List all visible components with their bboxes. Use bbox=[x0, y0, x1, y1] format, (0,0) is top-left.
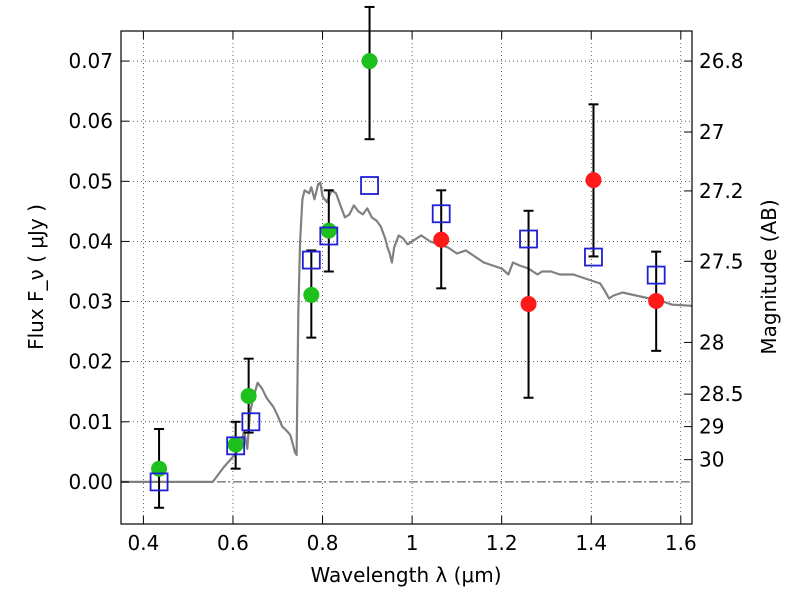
y-tick-label: 0.05 bbox=[68, 169, 113, 193]
green-data-point bbox=[227, 436, 244, 453]
plot-frame bbox=[120, 30, 693, 525]
blue-model-square bbox=[431, 204, 451, 224]
x-tick-label: 1.2 bbox=[486, 531, 518, 555]
blue-model-square bbox=[301, 250, 321, 270]
right-tick-label: 28.5 bbox=[699, 382, 744, 406]
tick-group: 0.4 0.6 0.8 1 1.2 1.4 1.6 0.00 0.01 0.02 0.03 0.04 0… bbox=[68, 31, 744, 555]
y-tick-label: 0.00 bbox=[68, 470, 113, 494]
y-tick-label: 0.01 bbox=[68, 410, 113, 434]
red-data-point bbox=[648, 292, 665, 309]
y-tick-label: 0.04 bbox=[68, 229, 113, 253]
x-tick-label: 0.8 bbox=[307, 531, 339, 555]
right-tick-label: 29 bbox=[699, 415, 724, 439]
model-spectrum-group bbox=[121, 181, 693, 483]
blue-model-square bbox=[360, 176, 379, 195]
x-tick-label: 0.4 bbox=[127, 531, 159, 555]
red-data-point bbox=[433, 231, 450, 248]
red-data-point bbox=[520, 295, 537, 312]
right-tick-label: 27.5 bbox=[699, 249, 744, 273]
green-data-point bbox=[303, 286, 320, 303]
blue-model-square bbox=[519, 229, 538, 249]
x-tick-label: 1.6 bbox=[665, 531, 697, 555]
x-tick-label: 0.6 bbox=[217, 531, 249, 555]
y-tick-label: 0.07 bbox=[68, 49, 113, 73]
right-tick-label: 27.2 bbox=[699, 179, 744, 203]
right-tick-label: 27 bbox=[699, 120, 724, 144]
right-tick-label: 28 bbox=[699, 330, 724, 354]
green-data-point bbox=[320, 222, 337, 239]
green-data-point bbox=[240, 387, 257, 404]
plot-background bbox=[121, 31, 692, 524]
x-tick-label: 1.4 bbox=[575, 531, 607, 555]
right-tick-label: 26.8 bbox=[699, 49, 744, 73]
red-data-point bbox=[585, 172, 602, 189]
blue-model-square bbox=[241, 412, 261, 432]
blue-model-square bbox=[319, 226, 339, 246]
y-tick-label: 0.03 bbox=[68, 290, 113, 314]
blue-model-square bbox=[584, 247, 603, 267]
x-axis-label: Wavelength λ (μm) bbox=[310, 563, 501, 587]
y-tick-label: 0.06 bbox=[68, 109, 113, 133]
blue-model-square bbox=[149, 472, 169, 492]
y-tick-label: 0.02 bbox=[68, 350, 113, 374]
right-axis-label: Magnitude (AB) bbox=[757, 199, 781, 354]
marker-group bbox=[149, 53, 666, 492]
blue-model-square bbox=[646, 265, 666, 285]
y-axis-label: Flux F_ν ( μJy ) bbox=[24, 204, 48, 350]
model-spectrum-line bbox=[121, 181, 693, 483]
blue-model-square bbox=[226, 436, 246, 456]
right-tick-label: 30 bbox=[699, 448, 724, 472]
x-tick-label: 1 bbox=[406, 531, 419, 555]
green-data-point bbox=[361, 53, 378, 70]
